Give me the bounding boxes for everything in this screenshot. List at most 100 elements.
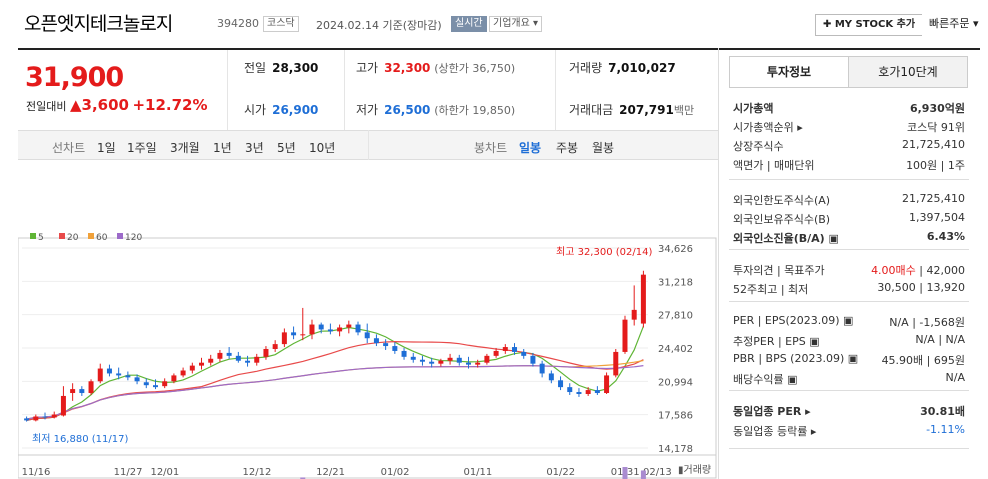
- info-value: 21,725,410: [902, 192, 965, 205]
- price-change: 전일대비 ▲3,600 +12.72%: [26, 96, 208, 114]
- realtime-button[interactable]: 실시간: [451, 16, 487, 32]
- period-3y[interactable]: 3년: [245, 141, 264, 155]
- candle-body: [226, 352, 232, 356]
- candle-body: [171, 375, 177, 382]
- prev-close: 전일 28,300: [244, 61, 319, 75]
- plot-frame: [18, 237, 717, 479]
- tab-orderbook[interactable]: 호가10단계: [848, 56, 968, 88]
- info-value: 1,397,504: [909, 211, 965, 224]
- stock-code: 394280: [217, 17, 259, 30]
- candle-body: [613, 351, 619, 376]
- legend-label: 120: [125, 233, 142, 243]
- candle-body: [281, 332, 287, 345]
- info-row: 동일업종 등락률 ▸ -1.11%: [733, 423, 965, 442]
- ma-line: [26, 326, 644, 421]
- period-1w[interactable]: 1주일: [127, 141, 157, 155]
- info-row: 시가총액 6,930억원: [733, 100, 965, 119]
- x-tick-label: 12/12: [243, 467, 272, 478]
- volume-bar: [622, 467, 628, 479]
- candle-body: [189, 365, 195, 371]
- info-value: 30,500 | 13,920: [877, 281, 965, 294]
- line-chart-label: 선차트: [52, 141, 86, 155]
- candle-body: [318, 324, 324, 330]
- candle-body: [217, 352, 223, 359]
- candle-body: [604, 375, 610, 394]
- period-1y[interactable]: 1년: [213, 141, 232, 155]
- info-key: PBR | BPS (2023.09) ▣: [733, 352, 859, 365]
- price-chart[interactable]: 34,626 31,218 27,810 24,402 20,994 17,586 14,1…: [18, 160, 718, 479]
- candle-monthly[interactable]: 월봉: [592, 141, 615, 155]
- candle-body: [447, 357, 453, 361]
- candle-body: [502, 347, 508, 351]
- legend-label: 20: [67, 233, 79, 243]
- low-price: 저가 26,500 (하한가 19,850): [356, 103, 516, 117]
- candle-body: [576, 392, 582, 394]
- candle-chart-label: 봉차트: [474, 141, 508, 155]
- candle-weekly[interactable]: 주봉: [556, 141, 579, 155]
- info-row: 외국인소진율(B/A) ▣ 6.43%: [733, 230, 965, 249]
- candle-body: [475, 362, 481, 365]
- quick-order-button[interactable]: 빠른주문 ▾: [922, 14, 986, 36]
- candle-body: [134, 377, 140, 382]
- info-value: 45.90배 | 695원: [881, 354, 965, 367]
- info-value: N/A | -1,568원: [889, 316, 965, 329]
- prev-label: 전일대비: [26, 100, 67, 113]
- candle-body: [162, 381, 168, 387]
- volume: 거래량 7,010,027: [569, 61, 676, 75]
- period-3m[interactable]: 3개월: [170, 141, 200, 155]
- info-value: 100원 | 1주: [906, 159, 965, 172]
- candle-body: [199, 362, 205, 366]
- candle-body: [88, 381, 94, 394]
- candle-body: [24, 418, 30, 421]
- info-key: 외국인한도주식수(A): [733, 194, 831, 207]
- candle-body: [254, 356, 260, 363]
- legend-label: 60: [96, 233, 108, 243]
- candle-body: [484, 355, 490, 363]
- tab-invest-info[interactable]: 투자정보: [729, 56, 849, 88]
- candle-body: [355, 324, 361, 333]
- candle-body: [327, 329, 333, 332]
- candle-body: [125, 375, 131, 378]
- current-price: 31,900: [25, 62, 124, 93]
- period-10y[interactable]: 10년: [309, 141, 336, 155]
- info-key: 액면가 | 매매단위: [733, 159, 815, 172]
- y-tick-label: 34,626: [658, 244, 693, 255]
- max-price-label: 최고 32,300 (02/14): [556, 246, 652, 258]
- candle-body: [373, 338, 379, 344]
- info-key: 동일업종 PER ▸: [733, 405, 811, 418]
- legend-swatch: [117, 233, 123, 239]
- candle-body: [383, 343, 389, 347]
- company-overview-button[interactable]: 기업개요 ▾: [489, 16, 542, 32]
- candle-body: [70, 389, 76, 394]
- candle-body: [272, 344, 278, 349]
- info-row: 액면가 | 매매단위 100원 | 1주: [733, 157, 965, 176]
- period-1d[interactable]: 1일: [97, 141, 116, 155]
- candle-body: [106, 368, 112, 374]
- price-box: 31,900 전일대비 ▲3,600 +12.72%: [18, 50, 228, 130]
- x-tick-label: 01/02: [381, 467, 410, 478]
- legend-swatch: [88, 233, 94, 239]
- candle-body: [539, 363, 545, 374]
- my-stock-add-button[interactable]: ✚ MY STOCK 추가: [815, 14, 924, 36]
- info-value: N/A | N/A: [915, 333, 965, 346]
- x-tick-label: 01/22: [546, 467, 575, 478]
- x-tick-label: 01/11: [463, 467, 492, 478]
- info-row: 외국인한도주식수(A) 21,725,410: [733, 192, 965, 211]
- info-row: PBR | BPS (2023.09) ▣ 45.90배 | 695원: [733, 352, 965, 371]
- info-row: 추정PER | EPS ▣ N/A | N/A: [733, 333, 965, 352]
- trade-amount: 거래대금 207,791백만: [569, 103, 695, 117]
- candle-body: [438, 360, 444, 364]
- y-tick-label: 14,178: [658, 444, 693, 455]
- high-price: 고가 32,300 (상한가 36,750): [356, 61, 516, 75]
- candle-body: [622, 319, 628, 352]
- info-value: N/A: [945, 371, 965, 384]
- stock-name: 오픈엣지테크놀로지: [24, 13, 173, 35]
- main-panel: 31,900 전일대비 ▲3,600 +12.72% 전일 28,300 고가 32…: [18, 50, 718, 479]
- candle-body: [548, 373, 554, 381]
- info-key: 배당수익률 ▣: [733, 373, 798, 386]
- change-value: ▲3,600: [69, 96, 129, 114]
- candle-daily[interactable]: 일봉: [519, 141, 542, 155]
- info-value: -1.11%: [926, 423, 965, 436]
- period-5y[interactable]: 5년: [277, 141, 296, 155]
- candle-body: [42, 416, 48, 418]
